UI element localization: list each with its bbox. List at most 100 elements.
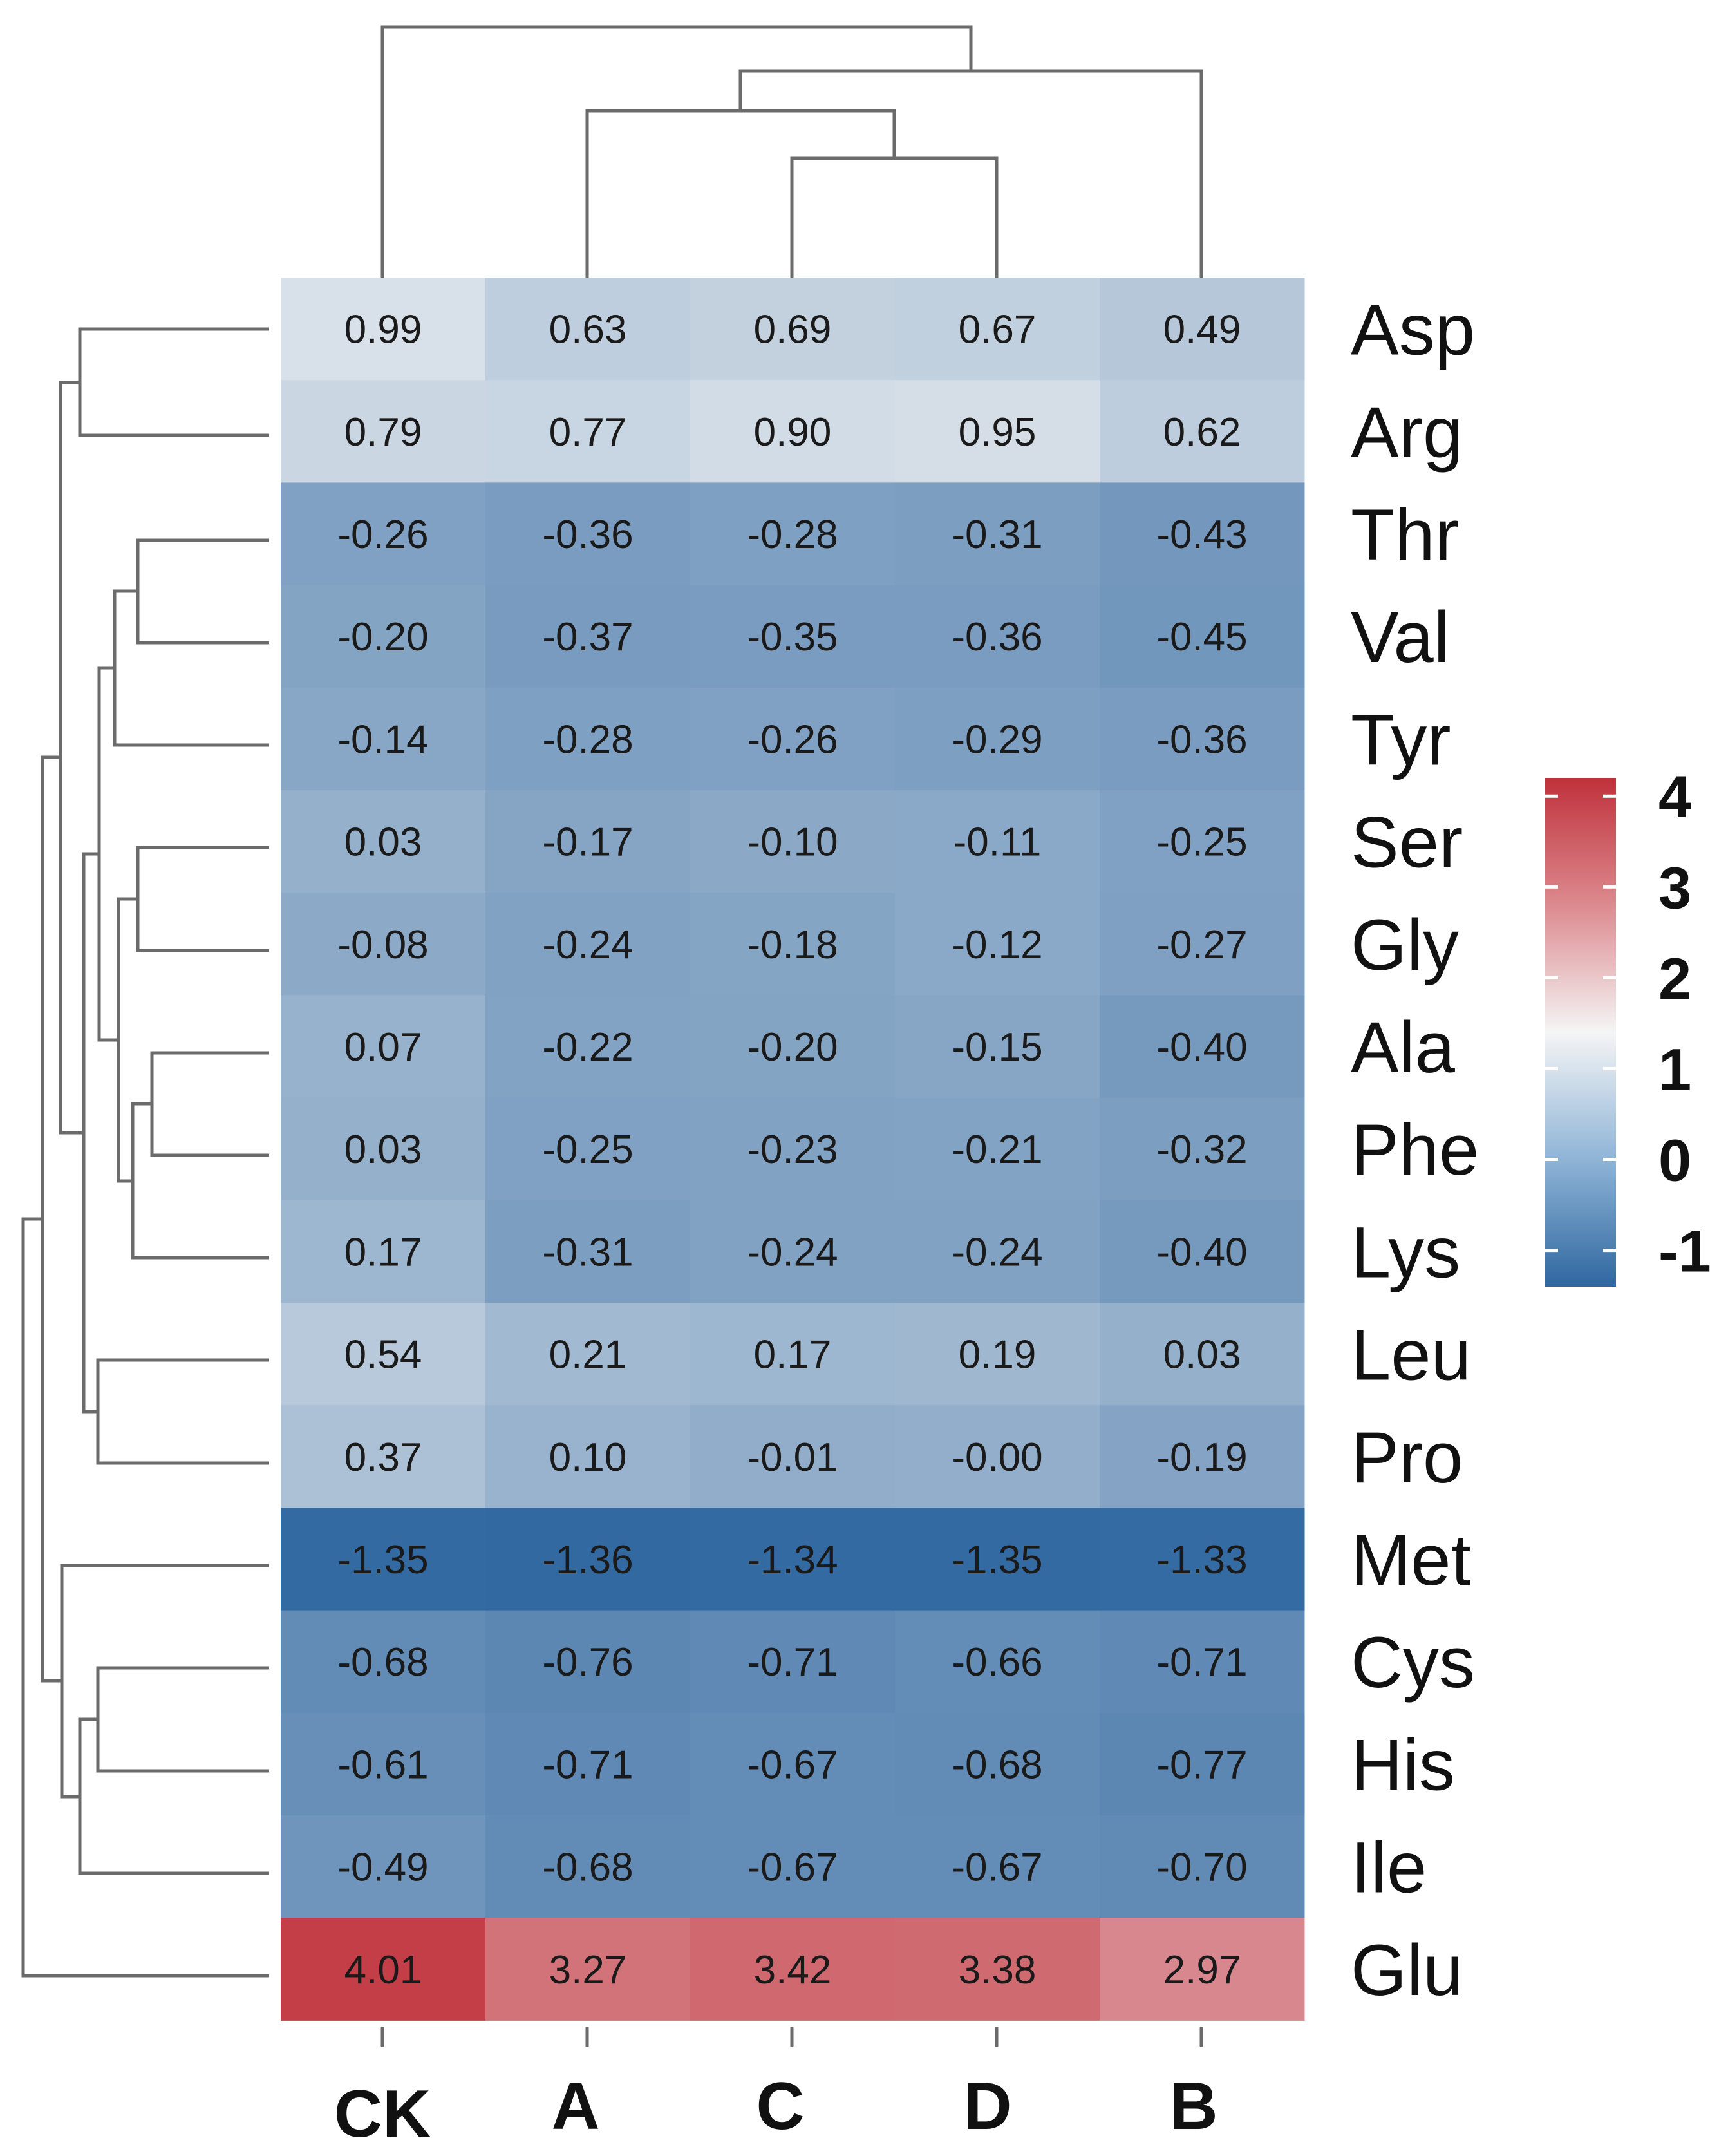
cell-value-label: -0.36 bbox=[1156, 717, 1247, 762]
row-label: Cys bbox=[1351, 1622, 1475, 1703]
heatmap-cell bbox=[690, 893, 896, 996]
cell-value-label: -1.33 bbox=[1156, 1538, 1247, 1582]
cell-value-label: 0.69 bbox=[754, 308, 832, 352]
cell-value-label: -0.14 bbox=[337, 717, 428, 762]
cell-value-label: 0.07 bbox=[344, 1025, 422, 1070]
heatmap-cell bbox=[281, 1303, 486, 1406]
heatmap-cell bbox=[281, 893, 486, 996]
cell-value-label: -0.26 bbox=[747, 717, 838, 762]
cell-value-label: 0.37 bbox=[344, 1435, 422, 1480]
cell-value-label: 3.38 bbox=[959, 1948, 1037, 1992]
cell-value-label: 3.27 bbox=[549, 1948, 627, 1992]
column-label: C bbox=[756, 2069, 804, 2144]
heatmap-cell bbox=[281, 278, 486, 381]
row-dendrogram bbox=[21, 327, 269, 1978]
cell-value-label: -1.36 bbox=[542, 1538, 633, 1582]
cell-value-label: 0.17 bbox=[344, 1230, 422, 1274]
cell-value-label: -0.36 bbox=[542, 513, 633, 557]
cell-value-label: -0.12 bbox=[952, 923, 1042, 967]
heatmap-cell bbox=[1100, 1405, 1305, 1508]
heatmap-cell bbox=[690, 687, 896, 791]
heatmap-cell bbox=[690, 1508, 896, 1611]
heatmap-cell bbox=[281, 1405, 486, 1508]
cell-value-label: 4.01 bbox=[344, 1948, 422, 1992]
heatmap-cell bbox=[485, 1097, 691, 1201]
heatmap-cell bbox=[485, 585, 691, 688]
cell-value-label: -0.68 bbox=[952, 1743, 1042, 1787]
heatmap-cell bbox=[1100, 893, 1305, 996]
heatmap-cell bbox=[485, 482, 691, 586]
heatmap-cell bbox=[1100, 1918, 1305, 2021]
heatmap-cell bbox=[690, 1303, 896, 1406]
heatmap-cell bbox=[895, 1200, 1100, 1303]
heatmap-cell bbox=[281, 687, 486, 791]
heatmap-cell bbox=[485, 1200, 691, 1303]
heatmap-cell bbox=[690, 278, 896, 381]
legend-tick-label: 4 bbox=[1658, 764, 1691, 830]
cell-value-label: -0.31 bbox=[542, 1230, 633, 1274]
heatmap-cell bbox=[690, 482, 896, 586]
cell-value-label: -1.35 bbox=[337, 1538, 428, 1582]
heatmap-cell bbox=[895, 893, 1100, 996]
heatmap-cell bbox=[485, 1918, 691, 2021]
cell-value-label: 0.49 bbox=[1163, 308, 1241, 352]
cell-value-label: -0.23 bbox=[747, 1128, 838, 1172]
cell-value-label: 0.17 bbox=[754, 1333, 832, 1377]
cell-value-label: -0.37 bbox=[542, 615, 633, 659]
row-label: Tyr bbox=[1351, 699, 1451, 780]
heatmap-cell bbox=[1100, 1712, 1305, 1816]
row-label: Ile bbox=[1351, 1828, 1427, 1908]
cell-value-label: -0.20 bbox=[337, 615, 428, 659]
cell-value-label: -0.24 bbox=[542, 923, 633, 967]
cell-value-label: 0.03 bbox=[344, 820, 422, 865]
row-dendro-leu-pro bbox=[96, 1358, 269, 1465]
col-dendro-link-acd-b bbox=[738, 69, 1203, 278]
cell-value-label: 0.67 bbox=[959, 308, 1037, 352]
heatmap-cell bbox=[281, 995, 486, 1099]
heatmap-cell bbox=[1100, 995, 1305, 1099]
cell-value-label: -0.28 bbox=[542, 717, 633, 762]
row-dendro-thr-val bbox=[136, 538, 269, 645]
heatmap-cell bbox=[690, 995, 896, 1099]
cell-value-label: -0.21 bbox=[952, 1128, 1042, 1172]
heatmap-cell bbox=[690, 790, 896, 893]
row-label: Glu bbox=[1351, 1930, 1463, 2010]
heatmap-cell bbox=[485, 790, 691, 893]
cell-value-label: -0.71 bbox=[542, 1743, 633, 1787]
heatmap-cell bbox=[281, 585, 486, 688]
heatmap-cell bbox=[690, 1712, 896, 1816]
column-labels: CK A C D B bbox=[334, 2069, 1218, 2151]
heatmap-cell bbox=[1100, 1815, 1305, 1918]
col-dendro-link-ck-rest bbox=[380, 25, 973, 278]
row-label: Pro bbox=[1351, 1417, 1463, 1498]
heatmap-cell bbox=[895, 1712, 1100, 1816]
cell-value-label: 0.77 bbox=[549, 410, 627, 455]
row-label: Asp bbox=[1351, 290, 1475, 370]
row-label: Ala bbox=[1351, 1007, 1456, 1088]
heatmap-cell bbox=[895, 1405, 1100, 1508]
cell-value-label: -0.66 bbox=[952, 1640, 1042, 1685]
heatmap-cell bbox=[485, 1815, 691, 1918]
heatmap-cell bbox=[690, 1918, 896, 2021]
heatmap-cell bbox=[281, 1610, 486, 1714]
cell-value-label: -0.61 bbox=[337, 1743, 428, 1787]
cell-value-label: -0.35 bbox=[747, 615, 838, 659]
legend-tick-label: 2 bbox=[1658, 946, 1691, 1012]
cell-value-label: -0.00 bbox=[952, 1435, 1042, 1480]
cell-value-label: -0.01 bbox=[747, 1435, 838, 1480]
legend-color-bar bbox=[1545, 778, 1616, 1287]
cell-value-label: -0.22 bbox=[542, 1025, 633, 1070]
cell-value-label: 0.79 bbox=[344, 410, 422, 455]
heatmap-cell bbox=[895, 687, 1100, 791]
heatmap-cell bbox=[485, 1508, 691, 1611]
row-label: Met bbox=[1351, 1520, 1471, 1600]
heatmap-cell bbox=[281, 380, 486, 483]
heatmap-cell bbox=[895, 995, 1100, 1099]
row-dendro-ala-phe bbox=[150, 1051, 269, 1157]
cell-value-label: -0.67 bbox=[747, 1846, 838, 1890]
cell-value-label: 0.03 bbox=[1163, 1333, 1241, 1377]
cell-value-label: -0.77 bbox=[1156, 1743, 1247, 1787]
row-label: Lys bbox=[1351, 1212, 1460, 1292]
heatmap-cell bbox=[485, 278, 691, 381]
cell-value-label: -0.40 bbox=[1156, 1230, 1247, 1274]
